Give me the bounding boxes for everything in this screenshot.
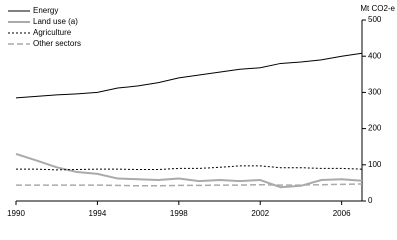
series-line: [16, 183, 363, 187]
legend-label: Other sectors: [33, 39, 81, 48]
y-tick-label: 100: [368, 160, 382, 169]
series-line: [16, 165, 363, 171]
series-line: [15, 152, 363, 189]
legend-label: Agriculture: [33, 28, 72, 37]
y-tick-label: 300: [368, 88, 382, 97]
y-axis-label: Mt CO2-e: [360, 4, 395, 13]
x-tick-label: 2006: [333, 209, 351, 218]
y-tick-label: 500: [368, 15, 382, 24]
x-tick-label: 1990: [7, 209, 25, 218]
chart: Mt CO2-e 0 100 200 300 400 500 1990 1994 1998 200…: [7, 4, 395, 218]
legend-label: Land use (a): [33, 17, 78, 26]
x-tick-label: 2002: [251, 209, 269, 218]
x-tick-label: 1994: [89, 209, 107, 218]
series-line: [15, 52, 363, 99]
y-tick-label: 0: [368, 196, 373, 205]
x-tick-label: 1998: [170, 209, 188, 218]
legend-label: Energy: [33, 6, 58, 15]
y-tick-label: 200: [368, 124, 382, 133]
y-tick-label: 400: [368, 51, 382, 60]
